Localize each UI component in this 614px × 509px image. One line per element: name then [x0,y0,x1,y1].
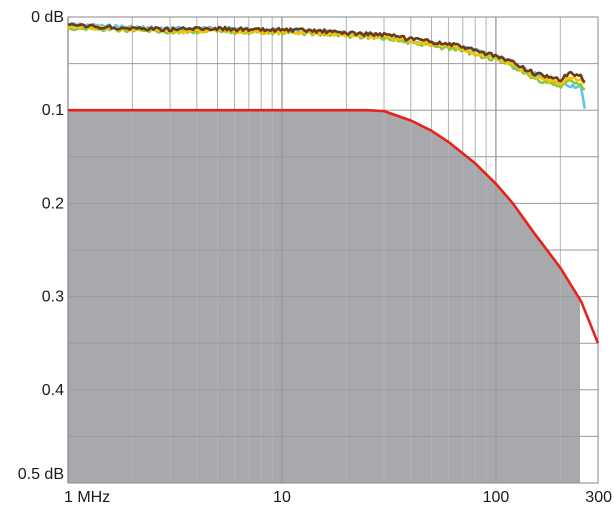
series-trace-4 [67,22,586,84]
limit-line [68,108,600,344]
y-tick-label: 0.2 [42,195,64,212]
y-tick-label: 0.3 [42,289,64,306]
y-tick-label: 0.5 dB [18,466,64,483]
axis-labels: 0 dB 0.1 0.2 0.3 0.4 0.5 dB1 MHz 10 100 300 [18,9,612,506]
limit-line-group [68,108,600,344]
x-tick-label: 300 [585,489,612,506]
y-tick-label: 0.4 [42,382,64,399]
x-tick-label: 10 [273,489,291,506]
y-tick-label: 0 dB [31,9,64,26]
plot-frame [67,16,599,484]
gridlines [67,16,599,484]
x-tick-label: 1 MHz [64,489,110,506]
measurement-series [67,21,586,109]
y-tick-label: 0.1 [42,102,64,119]
x-tick-label: 100 [483,489,510,506]
